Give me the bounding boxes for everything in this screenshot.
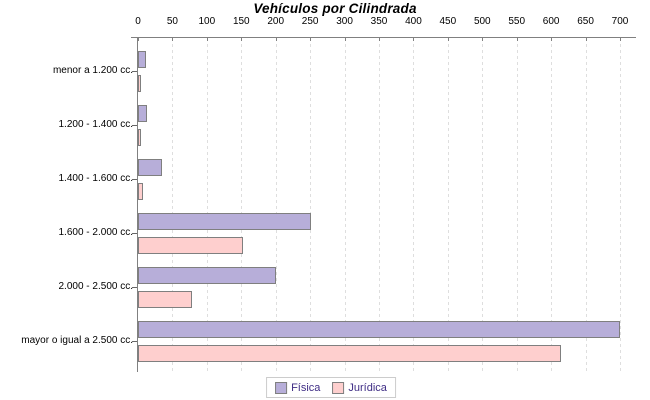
x-tick-700: [620, 37, 621, 41]
category-tick-1: [132, 124, 137, 126]
bar-fisica-3: [138, 213, 311, 230]
x-axis-line: [131, 37, 636, 38]
bar-juridica-0: [138, 75, 142, 92]
x-tick-label-600: 600: [542, 16, 560, 27]
category-label-1: 1.200 - 1.400 cc.: [58, 118, 134, 130]
bar-juridica-4: [138, 291, 192, 308]
gridline-450: [447, 38, 449, 371]
x-tick-label-450: 450: [439, 16, 457, 27]
category-tick-3: [132, 232, 137, 234]
x-tick-label-300: 300: [336, 16, 353, 27]
x-tick-label-150: 150: [232, 16, 250, 27]
legend-item-juridica: Jurídica: [332, 381, 387, 395]
x-tick-550: [516, 37, 518, 41]
bar-juridica-3: [138, 237, 244, 254]
x-tick-label-400: 400: [405, 16, 422, 27]
x-tick-label-0: 0: [135, 16, 141, 27]
category-label-4: 2.000 - 2.500 cc.: [58, 280, 134, 292]
legend-item-fisica: Física: [275, 381, 320, 395]
x-tick-label-50: 50: [166, 16, 178, 27]
x-tick-label-550: 550: [508, 16, 526, 27]
bar-fisica-2: [138, 159, 163, 176]
x-tick-label-100: 100: [198, 16, 216, 27]
legend-swatch-icon: [332, 381, 345, 394]
y-axis-line: [137, 37, 138, 372]
category-label-2: 1.400 - 1.600 cc.: [58, 172, 134, 184]
legend-label: Jurídica: [348, 381, 387, 394]
category-label-5: mayor o igual a 2.500 cc.: [21, 334, 133, 346]
x-tick-label-700: 700: [611, 16, 629, 27]
x-tick-100: [206, 37, 208, 41]
x-tick-0: [138, 37, 139, 41]
bar-fisica-4: [138, 267, 276, 284]
gridline-50: [172, 38, 174, 371]
x-tick-label-650: 650: [577, 16, 594, 27]
x-tick-label-350: 350: [370, 16, 388, 27]
category-tick-0: [132, 70, 137, 72]
bar-fisica-0: [138, 51, 147, 68]
legend-swatch-icon: [275, 381, 288, 394]
gridline-400: [413, 38, 415, 371]
category-label-3: 1.600 - 2.000 cc.: [58, 226, 134, 238]
gridline-600: [551, 38, 553, 371]
category-tick-5: [132, 340, 137, 342]
x-tick-350: [379, 37, 380, 41]
gridline-250: [310, 38, 312, 371]
bar-fisica-5: [138, 321, 620, 338]
chart-title: Vehículos por Cilindrada: [253, 1, 417, 16]
x-tick-650: [585, 37, 587, 41]
gridline-500: [482, 38, 484, 371]
bar-juridica-5: [138, 345, 562, 362]
x-tick-600: [551, 37, 553, 41]
gridline-150: [241, 38, 243, 371]
legend-label: Física: [291, 381, 321, 394]
category-tick-4: [132, 286, 137, 288]
category-label-0: menor a 1.200 cc.: [52, 64, 133, 76]
gridline-200: [275, 38, 277, 371]
legend: Física Jurídica: [266, 377, 396, 398]
bar-fisica-1: [138, 105, 147, 122]
x-tick-500: [482, 37, 484, 41]
gridline-100: [206, 38, 208, 371]
x-tick-300: [344, 37, 346, 41]
x-tick-250: [310, 37, 312, 41]
x-tick-label-200: 200: [267, 16, 285, 27]
x-tick-label-250: 250: [301, 16, 319, 27]
x-tick-label-500: 500: [473, 16, 491, 27]
gridline-700: [620, 38, 621, 371]
category-tick-2: [132, 178, 137, 180]
x-tick-200: [275, 37, 277, 41]
x-tick-450: [447, 37, 449, 41]
x-tick-50: [172, 37, 174, 41]
gridline-300: [344, 38, 346, 371]
x-tick-150: [241, 37, 243, 41]
x-tick-400: [413, 37, 415, 41]
gridline-350: [379, 38, 380, 371]
gridline-550: [516, 38, 518, 371]
bar-juridica-1: [138, 129, 142, 146]
gridline-650: [585, 38, 587, 371]
bar-juridica-2: [138, 183, 143, 200]
